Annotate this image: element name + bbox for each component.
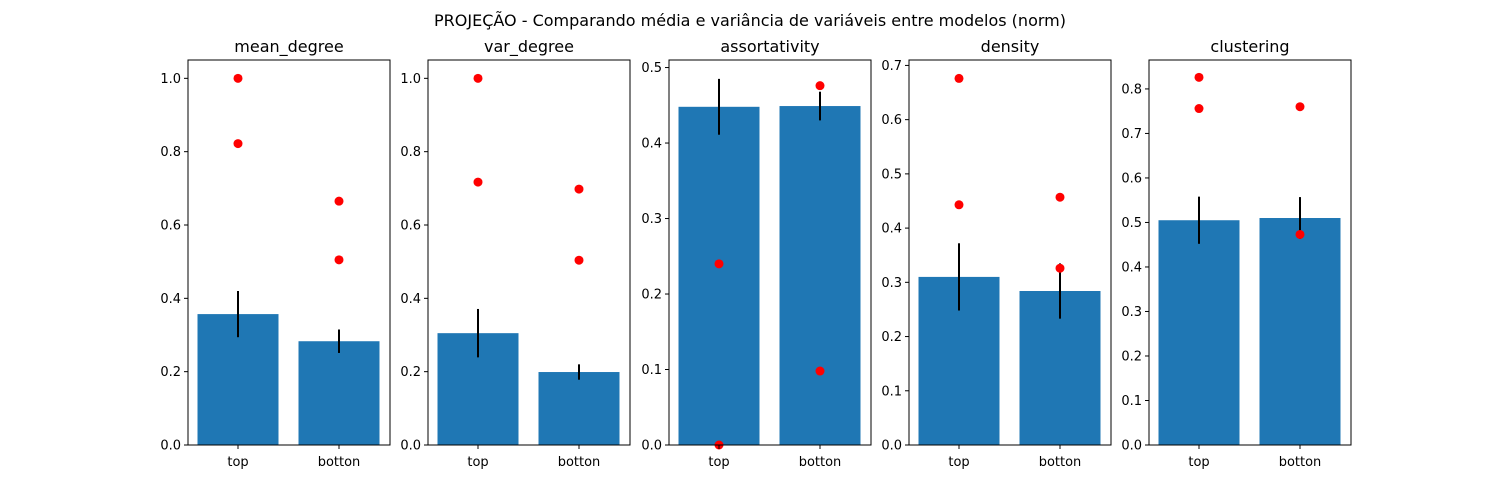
subplot-title: assortativity — [720, 37, 819, 56]
y-tick-label: 0.5 — [641, 61, 662, 76]
y-tick-label: 0.1 — [881, 384, 902, 399]
x-tick-label: top — [948, 455, 969, 470]
axes-frame — [187, 59, 391, 446]
x-tick-label: top — [467, 455, 488, 470]
y-tick-label: 0.2 — [160, 365, 181, 380]
y-tick-label: 0.0 — [160, 439, 181, 454]
point-botton — [1055, 263, 1065, 273]
y-tick-label: 1.0 — [160, 72, 181, 87]
y-tick-label: 0.7 — [881, 59, 902, 74]
y-tick-label: 0.3 — [881, 276, 902, 291]
point-top — [954, 73, 964, 83]
bar-botton — [298, 341, 380, 445]
y-tick-label: 0.7 — [1121, 127, 1142, 142]
y-tick-label: 0.0 — [400, 439, 421, 454]
y-tick-label: 0.1 — [641, 363, 662, 378]
y-tick-label: 0.8 — [400, 145, 421, 160]
subplot-assortativity: assortativity 0.0 0.1 0.2 0.3 0.4 0.5 top botton — [641, 37, 872, 470]
point-top — [714, 259, 724, 269]
y-tick-label: 0.8 — [160, 145, 181, 160]
y-tick-label: 0.0 — [641, 439, 662, 454]
point-botton — [1295, 102, 1305, 112]
subplot-title: density — [981, 37, 1040, 56]
point-top — [473, 73, 483, 83]
subplot-clustering: clustering 0.0 0.1 0.2 0.3 0.4 0.5 0.6 0.7 0.8 top… — [1121, 37, 1352, 470]
subplot-title: mean_degree — [234, 37, 343, 57]
bar-botton — [779, 106, 861, 446]
y-tick-label: 0.4 — [641, 137, 662, 152]
bar-botton — [538, 372, 620, 445]
subplot-mean_degree: mean_degree 0.0 0.2 0.4 0.6 0.8 1.0 top botton — [160, 37, 391, 470]
y-tick-label: 0.4 — [1121, 260, 1142, 275]
point-top — [954, 200, 964, 210]
subplot-density: density 0.0 0.1 0.2 0.3 0.4 0.5 0.6 0.7 top botton — [881, 37, 1112, 470]
point-botton — [815, 81, 825, 91]
axes-frame — [1148, 59, 1352, 446]
y-tick-label: 0.0 — [1121, 439, 1142, 454]
x-tick-label: top — [708, 455, 729, 470]
y-tick-label: 0.8 — [1121, 82, 1142, 97]
point-botton — [1295, 229, 1305, 239]
y-tick-label: 0.4 — [400, 292, 421, 307]
x-tick-label: top — [227, 455, 248, 470]
x-tick-label: botton — [1279, 455, 1322, 470]
y-tick-label: 0.2 — [1121, 349, 1142, 364]
axes-frame — [908, 59, 1112, 446]
y-tick-label: 0.6 — [160, 219, 181, 234]
y-tick-label: 0.6 — [881, 113, 902, 128]
subplot-title: var_degree — [484, 37, 574, 57]
axes-frame — [668, 59, 872, 446]
point-top — [1194, 72, 1204, 82]
point-top — [233, 73, 243, 83]
x-tick-label: botton — [1039, 455, 1082, 470]
y-tick-label: 0.2 — [641, 288, 662, 303]
point-botton — [574, 255, 584, 265]
x-tick-label: botton — [799, 455, 842, 470]
y-tick-label: 0.6 — [1121, 171, 1142, 186]
y-tick-label: 0.3 — [641, 212, 662, 227]
x-tick-label: top — [1188, 455, 1209, 470]
point-top — [233, 139, 243, 149]
y-tick-label: 0.5 — [881, 167, 902, 182]
point-botton — [334, 196, 344, 206]
y-tick-label: 0.2 — [400, 365, 421, 380]
y-tick-label: 1.0 — [400, 72, 421, 87]
y-tick-label: 0.3 — [1121, 305, 1142, 320]
y-tick-label: 0.6 — [400, 219, 421, 234]
point-top — [473, 177, 483, 187]
bar-botton — [1259, 218, 1341, 445]
point-botton — [815, 366, 825, 376]
y-tick-label: 0.1 — [1121, 394, 1142, 409]
y-tick-label: 0.5 — [1121, 216, 1142, 231]
x-tick-label: botton — [558, 455, 601, 470]
point-botton — [1055, 192, 1065, 202]
axes-frame — [427, 59, 631, 446]
subplot-var_degree: var_degree 0.0 0.2 0.4 0.6 0.8 1.0 top botton — [400, 37, 631, 470]
point-botton — [334, 255, 344, 265]
point-botton — [574, 184, 584, 194]
x-tick-label: botton — [318, 455, 361, 470]
y-tick-label: 0.4 — [160, 292, 181, 307]
y-tick-label: 0.4 — [881, 222, 902, 237]
figure-suptitle: PROJEÇÃO - Comparando média e variância … — [434, 11, 1066, 30]
point-top — [1194, 104, 1204, 114]
y-tick-label: 0.2 — [881, 330, 902, 345]
bar-top — [678, 106, 760, 445]
subplot-title: clustering — [1210, 37, 1289, 56]
y-tick-label: 0.0 — [881, 439, 902, 454]
bar-top — [1158, 220, 1240, 445]
